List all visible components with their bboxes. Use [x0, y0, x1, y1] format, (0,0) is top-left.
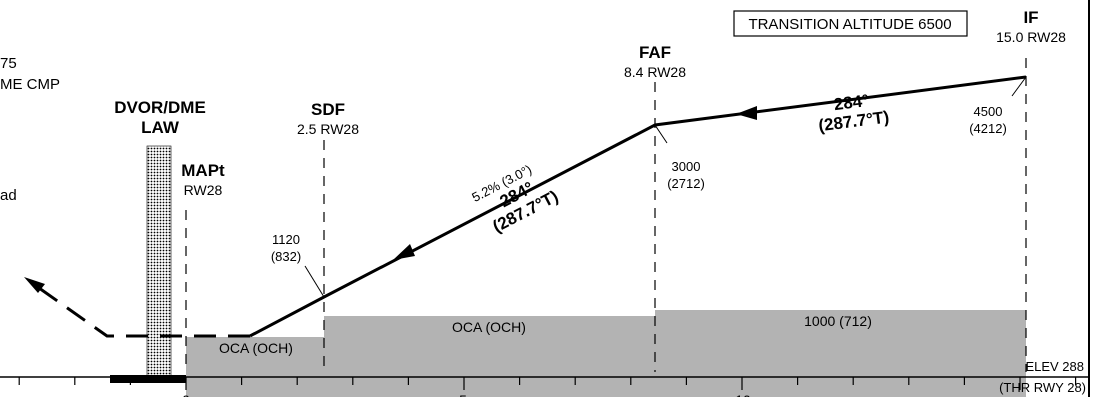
mapt-name: MAPt: [181, 161, 225, 180]
left-partial-line3: ad: [0, 187, 17, 204]
runway-bar: [110, 375, 186, 383]
oca-right-label: 1000 (712): [804, 313, 872, 329]
transition-altitude-label: TRANSITION ALTITUDE 6500: [748, 16, 951, 33]
oca-area-left: [186, 337, 324, 397]
axis-label-5: 5: [459, 392, 467, 397]
faf-distance: 8.4 RW28: [624, 64, 686, 80]
mapt-distance: RW28: [184, 182, 223, 198]
left-partial-line1: 75: [0, 55, 17, 72]
faf-altitude-paren: (2712): [667, 176, 705, 191]
oca-left-label: OCA (OCH): [219, 340, 293, 356]
distance-axis-ticks: [18, 377, 1077, 390]
if-altitude: 4500: [974, 104, 1003, 119]
descent-profile-line: [249, 75, 1027, 338]
oca-area-mid: [324, 316, 655, 397]
initial-segment-arrowhead: [736, 106, 757, 120]
threshold-label: (THR RWY 28): [999, 380, 1086, 395]
navaid-name-line1: DVOR/DME: [114, 98, 206, 117]
navaid-name-line2: LAW: [141, 118, 180, 137]
if-altitude-leader: [1011, 76, 1027, 97]
final-segment-arrowhead: [393, 244, 415, 260]
if-name: IF: [1023, 8, 1038, 27]
transition-altitude-box: [733, 10, 968, 37]
missed-approach-path: [31, 281, 250, 338]
left-partial-line2: ME CMP: [0, 76, 60, 93]
if-distance: 15.0 RW28: [996, 29, 1066, 45]
missed-approach-arrowhead: [24, 277, 45, 293]
sdf-altitude-leader: [304, 265, 325, 298]
sdf-altitude-paren: (832): [271, 249, 301, 264]
sdf-distance: 2.5 RW28: [297, 121, 359, 137]
initial-course-true: (287.7°T): [817, 107, 890, 135]
oca-mid-label: OCA (OCH): [452, 319, 526, 335]
elevation-label: ELEV 288: [1025, 359, 1084, 374]
faf-altitude: 3000: [672, 159, 701, 174]
faf-name: FAF: [639, 43, 671, 62]
sdf-name: SDF: [311, 100, 345, 119]
axis-label-0: 0: [182, 392, 190, 397]
faf-altitude-leader: [654, 124, 668, 144]
initial-course: 284°: [833, 91, 871, 114]
if-altitude-paren: (4212): [969, 121, 1007, 136]
sdf-altitude: 1120: [272, 232, 300, 247]
axis-label-10: 10: [735, 392, 751, 397]
navaid-dvor-dme-column: [146, 145, 172, 377]
